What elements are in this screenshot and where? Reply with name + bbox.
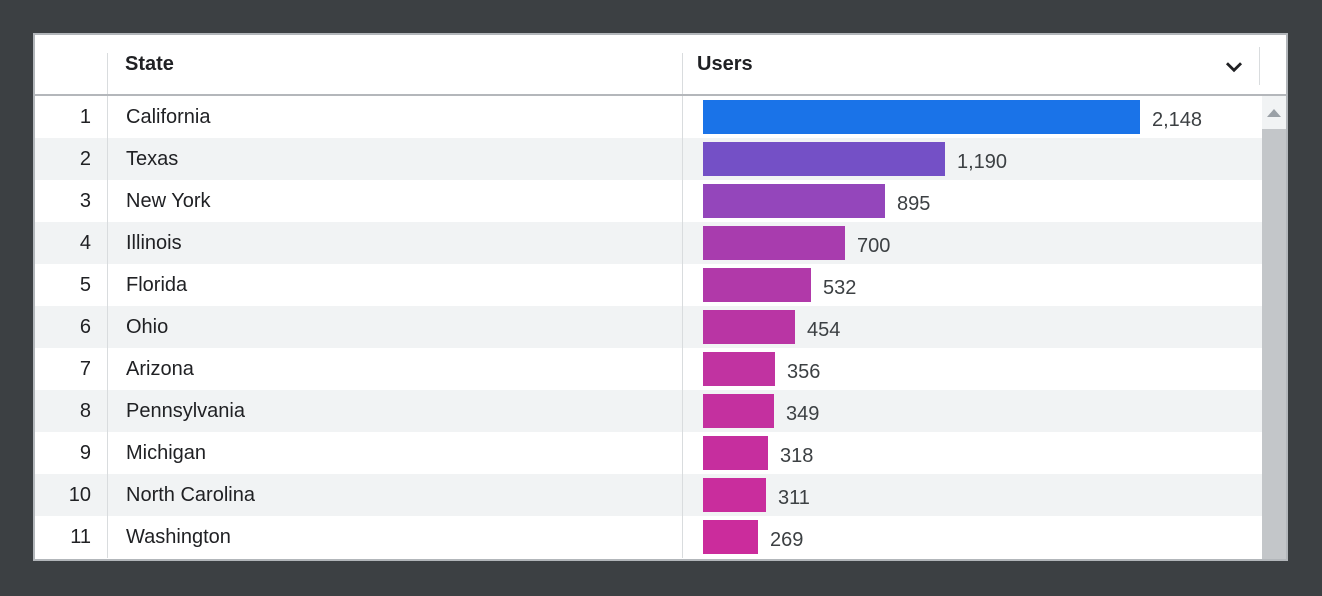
header-divider-rank-state bbox=[107, 53, 108, 94]
row-users-value: 269 bbox=[770, 528, 804, 551]
row-users-value: 454 bbox=[807, 318, 841, 341]
table-row[interactable]: 10 North Carolina 311 bbox=[35, 474, 1262, 516]
row-state: Florida bbox=[107, 264, 682, 306]
row-users-cell: 269 bbox=[682, 516, 1262, 558]
data-table-panel: State Users 1 California 2,148 2 Texas 1… bbox=[33, 33, 1288, 561]
row-users-value: 1,190 bbox=[957, 150, 1008, 173]
row-bar bbox=[703, 268, 811, 302]
table-row[interactable]: 4 Illinois 700 bbox=[35, 222, 1262, 264]
row-users-value: 349 bbox=[786, 402, 820, 425]
row-state: New York bbox=[107, 180, 682, 222]
row-bar bbox=[703, 478, 766, 512]
row-bar bbox=[703, 394, 774, 428]
row-users-cell: 1,190 bbox=[682, 138, 1262, 180]
row-rank: 3 bbox=[79, 190, 91, 212]
row-rank: 9 bbox=[79, 442, 91, 464]
scroll-up-arrow-icon bbox=[1267, 108, 1281, 117]
row-state: North Carolina bbox=[107, 474, 682, 516]
row-users-value: 311 bbox=[778, 486, 810, 509]
row-bar bbox=[703, 436, 768, 470]
row-rank: 8 bbox=[79, 400, 91, 422]
row-users-cell: 454 bbox=[682, 306, 1262, 348]
vertical-scrollbar bbox=[1262, 96, 1286, 559]
table-header: State Users bbox=[35, 35, 1286, 96]
row-users-cell: 532 bbox=[682, 264, 1262, 306]
row-bar bbox=[703, 100, 1140, 134]
row-state: Pennsylvania bbox=[107, 390, 682, 432]
row-users-cell: 318 bbox=[682, 432, 1262, 474]
scroll-up-button[interactable] bbox=[1262, 96, 1286, 129]
table-body: 1 California 2,148 2 Texas 1,190 3 New Y… bbox=[35, 96, 1262, 559]
row-rank: 7 bbox=[79, 358, 91, 380]
row-users-value: 532 bbox=[823, 276, 857, 299]
row-users-cell: 311 bbox=[682, 474, 1262, 516]
row-state: Ohio bbox=[107, 306, 682, 348]
row-users-value: 895 bbox=[897, 192, 931, 215]
table-row[interactable]: 3 New York 895 bbox=[35, 180, 1262, 222]
row-users-value: 356 bbox=[787, 360, 821, 383]
row-bar bbox=[703, 352, 775, 386]
users-column-header: Users bbox=[697, 53, 753, 75]
table-row[interactable]: 6 Ohio 454 bbox=[35, 306, 1262, 348]
header-rank-column bbox=[35, 35, 107, 94]
header-divider-right bbox=[1259, 47, 1260, 85]
row-state: California bbox=[107, 96, 682, 138]
row-rank: 2 bbox=[79, 148, 91, 170]
row-rank: 6 bbox=[79, 316, 91, 338]
header-users-column: Users bbox=[682, 35, 1286, 94]
table-row[interactable]: 7 Arizona 356 bbox=[35, 348, 1262, 390]
row-state: Illinois bbox=[107, 222, 682, 264]
row-users-cell: 2,148 bbox=[682, 96, 1262, 138]
row-state: Michigan bbox=[107, 432, 682, 474]
row-users-cell: 349 bbox=[682, 390, 1262, 432]
row-rank: 1 bbox=[79, 106, 91, 128]
table-row[interactable]: 9 Michigan 318 bbox=[35, 432, 1262, 474]
row-bar bbox=[703, 226, 845, 260]
row-rank: 11 bbox=[70, 526, 91, 548]
row-bar bbox=[703, 520, 758, 554]
table-row[interactable]: 5 Florida 532 bbox=[35, 264, 1262, 306]
row-state: Texas bbox=[107, 138, 682, 180]
row-bar bbox=[703, 142, 945, 176]
row-rank: 4 bbox=[79, 232, 91, 254]
users-sort-dropdown-button[interactable] bbox=[1219, 52, 1249, 82]
row-rank: 10 bbox=[68, 484, 91, 506]
table-row[interactable]: 8 Pennsylvania 349 bbox=[35, 390, 1262, 432]
row-bar bbox=[703, 310, 795, 344]
row-users-value: 700 bbox=[857, 234, 891, 257]
header-state-column: State bbox=[107, 35, 682, 94]
table-row[interactable]: 2 Texas 1,190 bbox=[35, 138, 1262, 180]
row-users-cell: 700 bbox=[682, 222, 1262, 264]
scrollbar-thumb[interactable] bbox=[1262, 129, 1286, 559]
row-users-value: 2,148 bbox=[1152, 108, 1203, 131]
row-users-cell: 895 bbox=[682, 180, 1262, 222]
row-users-value: 318 bbox=[780, 444, 814, 467]
row-bar bbox=[703, 184, 885, 218]
table-row[interactable]: 1 California 2,148 bbox=[35, 96, 1262, 138]
row-state: Arizona bbox=[107, 348, 682, 390]
row-state: Washington bbox=[107, 516, 682, 558]
row-rank: 5 bbox=[79, 274, 91, 296]
chevron-down-icon bbox=[1221, 54, 1247, 80]
state-column-header: State bbox=[125, 53, 174, 75]
table-row[interactable]: 11 Washington 269 bbox=[35, 516, 1262, 558]
row-users-cell: 356 bbox=[682, 348, 1262, 390]
header-divider-state-users bbox=[682, 53, 683, 94]
